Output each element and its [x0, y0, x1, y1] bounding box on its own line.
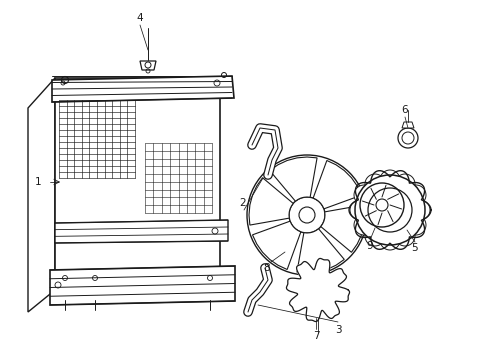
- Polygon shape: [313, 161, 362, 209]
- Circle shape: [355, 175, 425, 245]
- Circle shape: [410, 200, 430, 220]
- Polygon shape: [55, 78, 220, 290]
- Circle shape: [380, 170, 400, 190]
- Text: 6: 6: [402, 105, 408, 115]
- Polygon shape: [270, 157, 317, 201]
- Polygon shape: [287, 258, 349, 321]
- Circle shape: [395, 226, 415, 246]
- Circle shape: [406, 215, 426, 235]
- Circle shape: [354, 185, 374, 205]
- Polygon shape: [55, 220, 228, 243]
- Polygon shape: [297, 229, 344, 273]
- Text: 7: 7: [313, 331, 319, 341]
- Circle shape: [398, 128, 418, 148]
- Circle shape: [406, 185, 426, 205]
- Text: 4: 4: [137, 13, 143, 23]
- Text: 8: 8: [264, 263, 270, 273]
- Polygon shape: [52, 76, 234, 102]
- Polygon shape: [249, 178, 293, 225]
- Text: 5: 5: [412, 243, 418, 253]
- Text: 1: 1: [35, 177, 41, 187]
- Circle shape: [354, 215, 374, 235]
- Circle shape: [395, 174, 415, 194]
- Polygon shape: [402, 122, 414, 128]
- Text: 9: 9: [367, 241, 373, 251]
- Polygon shape: [28, 78, 55, 312]
- Circle shape: [365, 174, 385, 194]
- Polygon shape: [140, 61, 156, 70]
- Circle shape: [365, 226, 385, 246]
- Circle shape: [380, 230, 400, 250]
- Text: 3: 3: [335, 325, 342, 335]
- Polygon shape: [321, 205, 365, 252]
- Polygon shape: [50, 266, 235, 305]
- Circle shape: [350, 200, 370, 220]
- Polygon shape: [252, 221, 301, 270]
- Text: 2: 2: [240, 198, 246, 208]
